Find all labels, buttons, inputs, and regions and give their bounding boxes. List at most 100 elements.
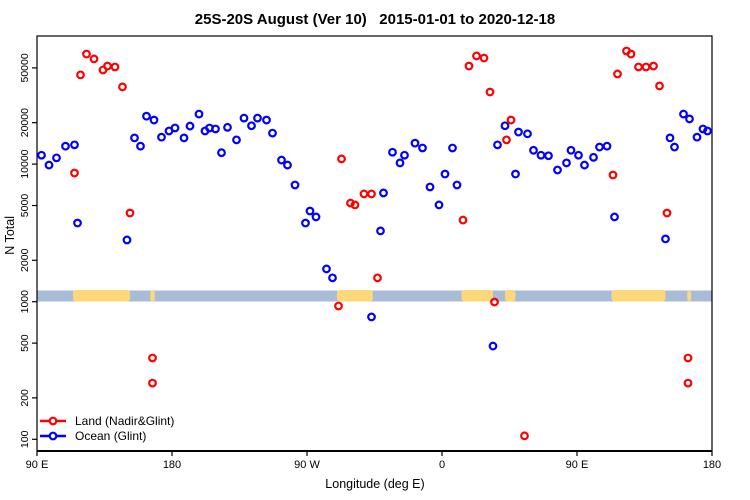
x-axis-title: Longitude (deg E) — [325, 477, 425, 491]
data-point-land — [641, 62, 651, 72]
y-axis-title: N Total — [3, 216, 17, 255]
data-point-land — [608, 170, 618, 180]
legend-label-ocean: Ocean (Glint) — [75, 428, 147, 443]
data-point-ocean — [283, 160, 292, 170]
data-point-ocean — [553, 165, 562, 175]
data-point-ocean — [529, 145, 538, 155]
data-point-land — [502, 135, 511, 145]
x-tick-label: 90 E — [566, 459, 589, 471]
data-point-ocean — [514, 127, 523, 137]
data-point-ocean — [661, 234, 670, 244]
legend-entry-ocean: Ocean (Glint) — [39, 428, 174, 443]
data-point-ocean — [692, 132, 702, 142]
data-point-ocean — [493, 140, 502, 150]
data-point-ocean — [536, 150, 546, 160]
data-point-ocean — [580, 160, 589, 170]
data-point-ocean — [268, 128, 277, 138]
data-point-ocean — [523, 129, 532, 139]
data-point-ocean — [217, 148, 226, 158]
data-point-land — [520, 431, 529, 441]
data-point-ocean — [395, 158, 405, 168]
data-point-ocean — [73, 218, 82, 228]
data-point-land — [118, 82, 127, 92]
legend-entry-land: Land (Nadir&Glint) — [39, 413, 174, 428]
data-point-ocean — [70, 140, 79, 150]
data-point-ocean — [130, 133, 139, 143]
data-point-ocean — [367, 312, 376, 322]
data-point-land — [82, 49, 91, 59]
data-point-ocean — [566, 145, 576, 155]
data-point-land — [334, 301, 343, 311]
data-point-ocean — [703, 126, 712, 136]
map-strip-land-africa — [461, 290, 493, 302]
map-strip-land-australia-2 — [611, 290, 666, 302]
data-point-ocean — [511, 169, 520, 179]
data-point-ocean — [379, 188, 388, 198]
data-point-land — [350, 200, 360, 210]
data-point-ocean — [232, 135, 241, 145]
plot-border — [36, 35, 713, 452]
data-point-ocean — [170, 123, 180, 133]
data-point-ocean — [277, 155, 286, 165]
y-tick-label: 10000 — [19, 149, 31, 178]
data-point-land — [337, 154, 346, 164]
data-point-land — [683, 353, 693, 363]
legend: Land (Nadir&Glint) Ocean (Glint) — [39, 413, 174, 443]
data-point-ocean — [574, 150, 583, 160]
data-point-ocean — [301, 218, 310, 228]
data-point-ocean — [37, 150, 46, 160]
data-point-ocean — [610, 212, 619, 222]
data-point-land — [613, 69, 622, 79]
data-point-ocean — [440, 169, 450, 179]
x-tick-label: 0 — [439, 459, 445, 471]
y-tick-label: 5000 — [19, 194, 31, 218]
data-point-ocean — [434, 200, 444, 210]
data-point-land — [479, 53, 489, 63]
y-tick-label: 500 — [19, 334, 31, 352]
data-point-land — [125, 208, 135, 218]
x-tick-label: 90 W — [294, 459, 320, 471]
data-point-land — [485, 87, 495, 97]
data-point-ocean — [290, 180, 300, 190]
y-tick-label: 1000 — [19, 290, 31, 314]
data-point-ocean — [223, 122, 232, 132]
data-point-ocean — [194, 109, 204, 119]
map-strip-land-new-caledonia — [150, 290, 155, 302]
data-point-land — [76, 70, 85, 80]
data-point-ocean — [311, 212, 321, 222]
data-point-land — [346, 198, 355, 208]
y-tick-label: 100 — [19, 430, 31, 448]
data-point-land — [110, 62, 120, 72]
map-strip-land-south-america — [337, 290, 373, 302]
data-point-ocean — [544, 151, 553, 161]
data-point-land — [506, 115, 516, 125]
data-point-ocean — [44, 160, 54, 170]
data-point-ocean — [670, 142, 679, 152]
data-point-ocean — [136, 141, 145, 151]
data-point-land — [70, 168, 79, 178]
data-point-land — [662, 208, 672, 218]
data-point-ocean — [262, 115, 271, 125]
data-point-ocean — [425, 182, 435, 192]
data-point-ocean — [448, 143, 457, 153]
data-point-ocean — [562, 158, 571, 168]
data-point-ocean — [589, 152, 598, 162]
data-point-ocean — [488, 341, 498, 351]
data-point-land — [367, 189, 376, 199]
chart-title: 25S-20S August (Ver 10) 2015-01-01 to 20… — [194, 11, 556, 28]
data-point-ocean — [410, 138, 420, 148]
data-point-ocean — [679, 109, 688, 119]
data-point-ocean — [61, 141, 70, 151]
data-point-ocean — [179, 133, 189, 143]
data-point-ocean — [211, 124, 220, 134]
data-point-ocean — [239, 113, 249, 123]
data-point-ocean — [685, 114, 694, 124]
ocean-series-marker-icon — [39, 429, 67, 443]
data-point-land — [626, 49, 636, 59]
data-point-ocean — [157, 132, 166, 142]
data-point-land — [683, 378, 693, 388]
data-point-ocean — [142, 111, 151, 121]
data-point-ocean — [665, 133, 675, 143]
